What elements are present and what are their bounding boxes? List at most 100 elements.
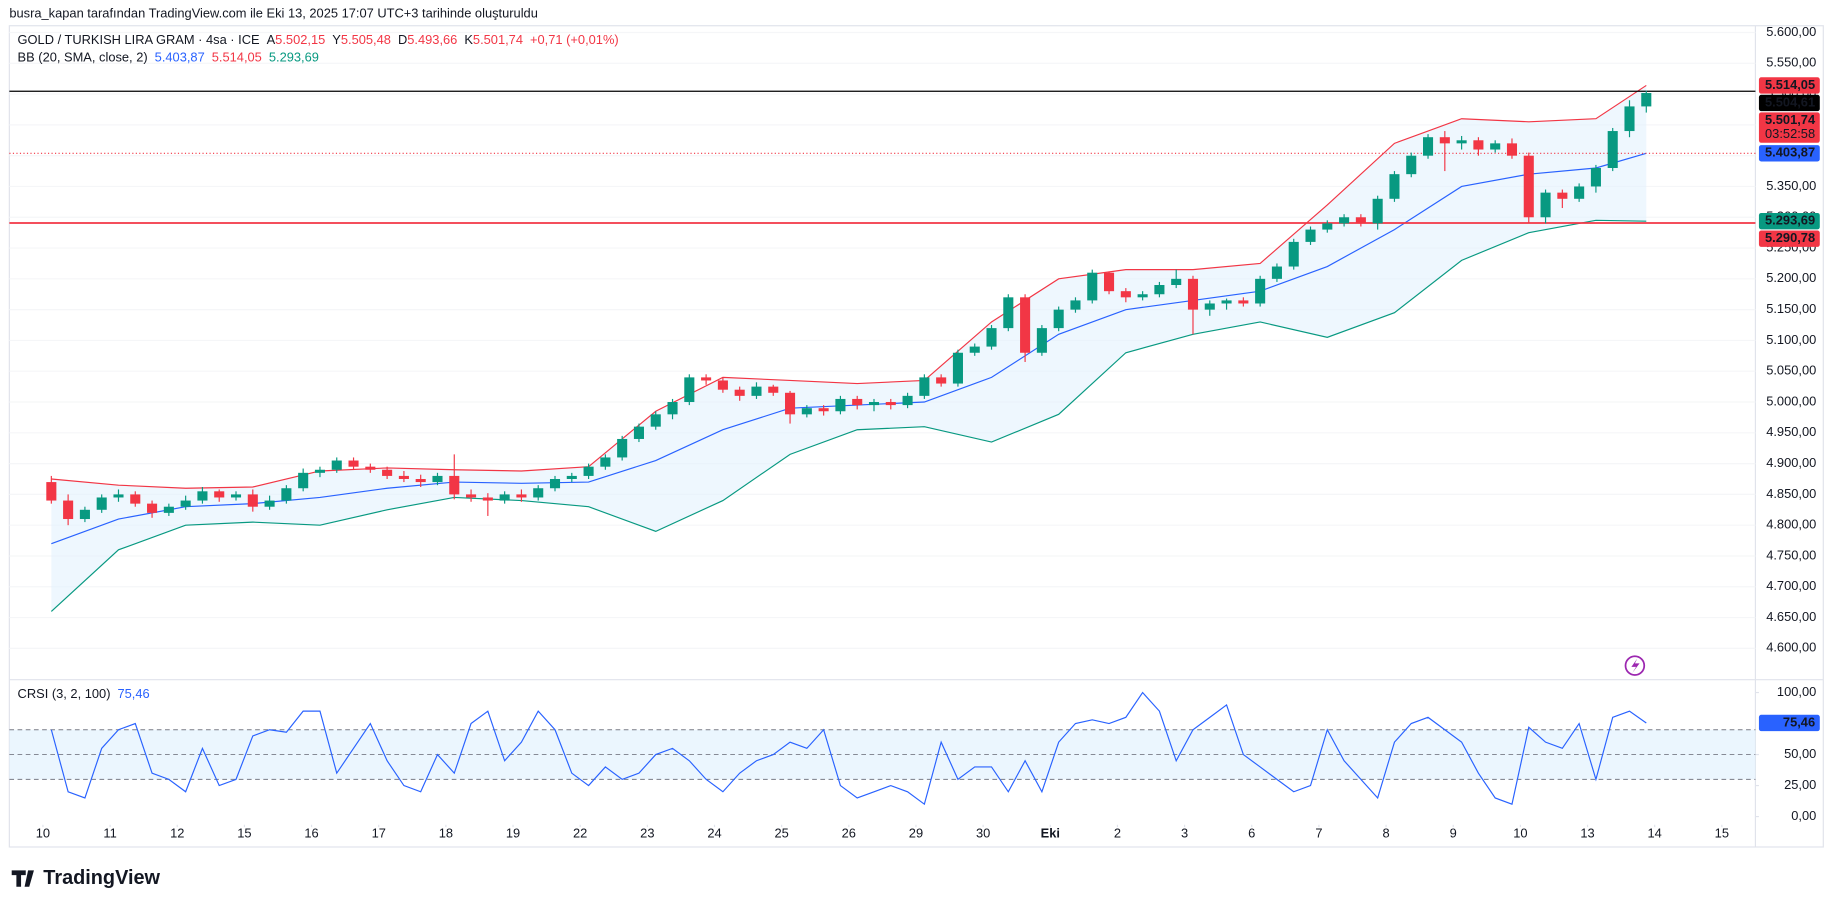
candle-body <box>96 497 107 510</box>
y-tick-label: 5.150,00 <box>1766 301 1816 316</box>
candle-body <box>751 386 762 396</box>
candle-body <box>1187 278 1199 310</box>
candle-body <box>1624 106 1635 132</box>
y-tick-label: 0,00 <box>1791 808 1816 823</box>
x-tick-label: 8 <box>1382 826 1389 841</box>
candle-body <box>1574 186 1585 199</box>
candle-body <box>331 460 342 470</box>
candle-body <box>516 494 527 498</box>
x-tick-label: 2 <box>1114 826 1121 841</box>
y-tick-label: 5.550,00 <box>1766 55 1816 70</box>
price-label-text: 5.403,87 <box>1765 145 1815 160</box>
x-tick-label: 15 <box>1715 826 1729 841</box>
candle-body <box>1473 140 1484 150</box>
candle-body <box>1557 192 1568 199</box>
candle-body <box>1506 143 1518 156</box>
price-label <box>1758 212 1820 230</box>
candle-body <box>230 494 242 498</box>
crsi-legend: CRSI (3, 2, 100) 75,46 <box>18 686 150 701</box>
candle-body <box>549 478 561 489</box>
candle-body <box>46 482 57 501</box>
y-tick-label: 4.700,00 <box>1766 578 1816 593</box>
price-label-text: 5.501,74 <box>1765 112 1816 127</box>
candle-body <box>180 500 191 507</box>
candle-body <box>1305 229 1316 242</box>
x-tick-label: 22 <box>573 826 587 841</box>
x-tick-label: 23 <box>640 826 654 841</box>
candle-body <box>432 475 443 483</box>
x-tick-label: 29 <box>909 826 923 841</box>
candle-body <box>197 491 208 501</box>
candle-body <box>1540 192 1551 218</box>
candle-body <box>214 491 225 498</box>
candle-body <box>633 426 644 439</box>
candle-body <box>1523 155 1534 218</box>
candle-body <box>868 402 880 406</box>
frame <box>8 25 1824 848</box>
candle-body <box>298 472 309 489</box>
y-tick-label: 4.750,00 <box>1766 547 1816 562</box>
candle-body <box>885 402 896 406</box>
ohlc-value: 5.501,74 <box>473 32 523 47</box>
candle-body <box>936 377 947 384</box>
logo-text: TradingView <box>43 867 160 889</box>
y-tick-label: 50,00 <box>1784 746 1816 761</box>
x-tick-label: 17 <box>372 826 386 841</box>
candle-body <box>247 494 258 507</box>
price-label <box>1758 94 1820 112</box>
candle-body <box>1238 300 1249 304</box>
y-tick-label: 4.600,00 <box>1766 640 1816 655</box>
price-label-text: 5.290,78 <box>1765 230 1815 245</box>
y-tick-label: 5.100,00 <box>1766 332 1816 347</box>
candle-body <box>163 506 174 513</box>
candle-body <box>667 402 678 415</box>
y-tick-label: 4.650,00 <box>1766 609 1816 624</box>
candle-body <box>1406 155 1417 175</box>
x-tick-label: Eki <box>1041 826 1060 841</box>
indicator: BB (20, SMA, close, 2) <box>18 50 148 65</box>
candle-body <box>1053 309 1064 329</box>
x-tick-label: 19 <box>506 826 520 841</box>
y-tick-label: 25,00 <box>1784 777 1816 792</box>
x-tick-label: 10 <box>36 826 50 841</box>
candle-body <box>1641 93 1652 107</box>
candle-body <box>264 500 275 507</box>
candle-body <box>852 398 863 406</box>
x-tick-label: 26 <box>842 826 856 841</box>
y-tick-label: 100,00 <box>1777 684 1816 699</box>
candle-body <box>79 509 90 520</box>
candle-body <box>1288 241 1299 267</box>
x-tick-label: 16 <box>304 826 318 841</box>
y-tick-label: 5.600,00 <box>1766 24 1816 39</box>
price-label-text: 5.504,61 <box>1765 94 1815 109</box>
caption: busra_kapan tarafından TradingView.com i… <box>9 5 537 20</box>
candle-body <box>1322 223 1333 230</box>
candle-body <box>583 466 594 476</box>
candle-body <box>365 466 376 470</box>
candle-body <box>1020 297 1031 353</box>
indicator-legend: BB (20, SMA, close, 2) 5.403,87 5.514,05 5.… <box>18 50 319 65</box>
candle-body <box>1456 140 1467 144</box>
ohlc-key: Y <box>332 32 341 47</box>
value-label-text: 75,46 <box>1783 714 1815 729</box>
candle-body <box>617 438 628 458</box>
candle-body <box>986 328 997 347</box>
candle-body <box>969 346 980 353</box>
candle-body <box>482 497 493 501</box>
crsi-value: 75,46 <box>118 686 150 701</box>
candle-body <box>566 475 577 479</box>
candle-body <box>650 414 661 427</box>
price-label <box>1758 145 1820 162</box>
candle-body <box>348 460 359 467</box>
crsi-line <box>50 691 1647 806</box>
symbol-legend: GOLD / TURKISH LIRA GRAM · 4sa · ICE A5.5… <box>18 32 619 47</box>
price-label <box>1758 112 1820 143</box>
x-tick-label: 14 <box>1648 826 1662 841</box>
candle-body <box>785 392 796 415</box>
candle-body <box>1271 266 1282 279</box>
x-tick-label: 3 <box>1181 826 1188 841</box>
candle-body <box>734 389 745 396</box>
candle-body <box>717 380 728 390</box>
y-tick-label: 5.000,00 <box>1766 393 1816 408</box>
